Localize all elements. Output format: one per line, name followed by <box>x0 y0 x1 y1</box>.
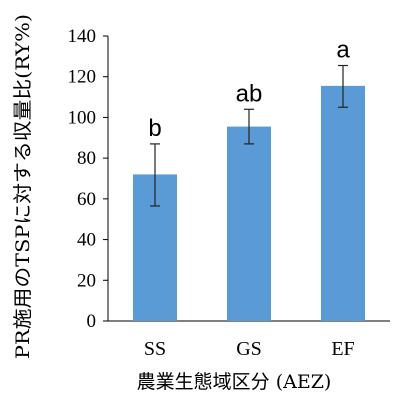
x-tick-label-ss: SS <box>144 338 166 360</box>
bar-ef <box>321 86 365 321</box>
x-axis-title: 農業生態域区分 (AEZ) <box>137 371 332 393</box>
y-tick-label: 140 <box>68 26 97 47</box>
x-tick-label-ef: EF <box>331 338 354 360</box>
y-axis-ticks: 0 20 40 60 80 100 120 140 <box>68 26 109 332</box>
y-axis-title: PR施用のTSPに対する収量比(RY%) <box>12 14 34 359</box>
x-tick-label-gs: GS <box>236 338 262 360</box>
y-tick-label: 120 <box>68 67 97 88</box>
y-tick-label: 0 <box>87 311 97 332</box>
significance-label-ef: a <box>336 37 350 64</box>
y-tick-label: 20 <box>77 270 96 291</box>
y-tick-label: 40 <box>77 230 96 251</box>
y-tick-label: 80 <box>77 148 96 169</box>
bar-gs <box>227 127 271 321</box>
y-tick-label: 60 <box>77 189 96 210</box>
y-tick-label: 100 <box>68 107 97 128</box>
significance-label-ss: b <box>148 115 161 142</box>
x-axis-labels: SS GS EF <box>144 338 355 360</box>
significance-label-gs: ab <box>236 80 263 107</box>
